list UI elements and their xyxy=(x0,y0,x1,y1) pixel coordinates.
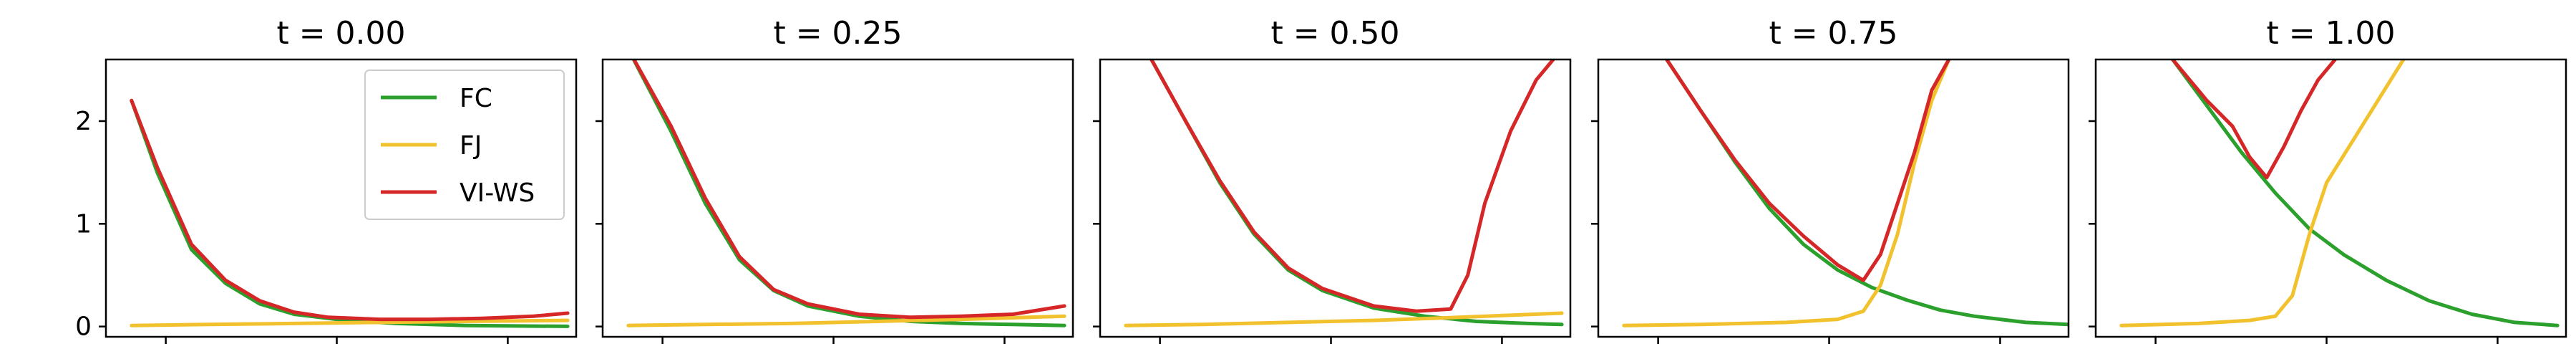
series-line-fc xyxy=(2171,59,2560,327)
axes-frame xyxy=(105,58,578,338)
axes-frame xyxy=(1597,58,2070,338)
legend-label-vi-ws: VI-WS xyxy=(460,178,535,208)
panel-2: t = 0.50 xyxy=(1093,15,1572,344)
series-line-vi-ws xyxy=(2171,59,2337,180)
series-line-vi-ws xyxy=(130,98,570,322)
axes-frame xyxy=(601,58,1074,338)
legend-box xyxy=(364,70,565,220)
legend-label-fj: FJ xyxy=(460,131,482,161)
y-tick-label: 0 xyxy=(75,312,92,342)
series-line-fj xyxy=(1622,59,1951,327)
legend: FC FJ VI-WS xyxy=(364,70,565,220)
panel-4: t = 1.00 xyxy=(2089,15,2567,344)
panels: t = 0.00 0 1 2 FC FJ VI-WS t = 0.25 t = 0.50 t = … xyxy=(75,15,2567,344)
y-tick-label: 1 xyxy=(75,209,92,239)
axes-frame xyxy=(1099,58,1572,338)
panel-title: t = 0.50 xyxy=(1270,15,1399,52)
panel-1: t = 0.25 xyxy=(596,15,1074,344)
series-line-vi-ws xyxy=(1150,59,1555,313)
panel-title: t = 0.75 xyxy=(1769,15,1897,52)
legend-label-fc: FC xyxy=(460,84,492,113)
panel-title: t = 0.00 xyxy=(276,15,405,52)
series-line-vi-ws xyxy=(1665,59,1951,282)
series-line-fc xyxy=(130,98,570,328)
series-line-vi-ws xyxy=(631,59,1066,320)
series-line-fj xyxy=(2119,59,2406,327)
series-line-fc xyxy=(631,59,1066,327)
series-line-fj xyxy=(626,314,1066,327)
series-line-fc xyxy=(1665,59,2069,327)
series-line-fc xyxy=(1150,59,1564,327)
series-line-fj xyxy=(130,318,570,327)
panel-title: t = 1.00 xyxy=(2266,15,2395,52)
panel-3: t = 0.75 xyxy=(1591,15,2070,344)
axes-frame xyxy=(2094,58,2567,338)
panel-0: t = 0.00 0 1 2 FC FJ VI-WS xyxy=(75,15,578,344)
series-line-fj xyxy=(1124,311,1564,327)
y-tick-label: 2 xyxy=(75,107,92,136)
panel-title: t = 0.25 xyxy=(773,15,902,52)
